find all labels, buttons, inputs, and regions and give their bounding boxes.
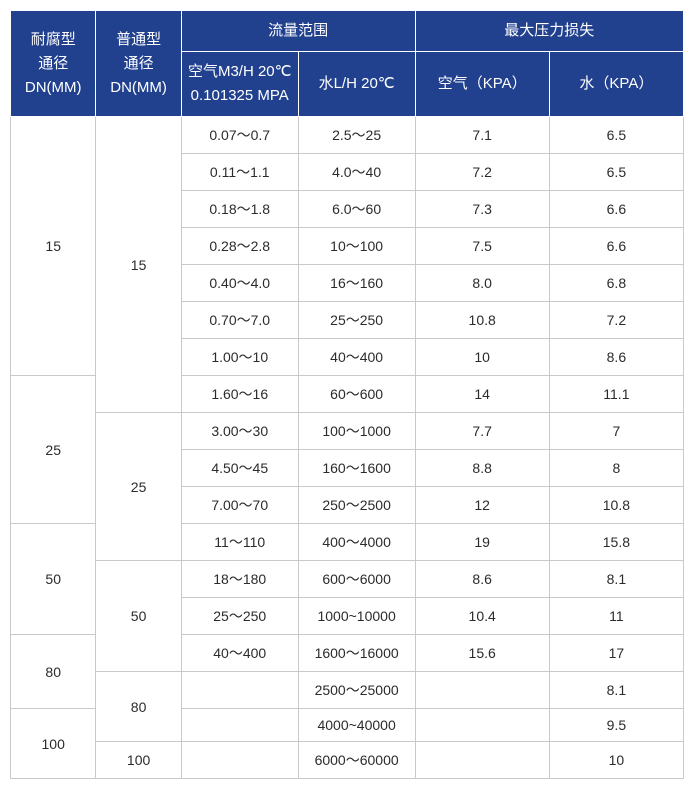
cell-air-m3h: 0.70～7.0 [181,302,298,339]
cell-water-lh: 6.0～60 [298,191,415,228]
cell-air-kpa: 8.8 [415,450,549,487]
cell-water-kpa: 8 [549,450,683,487]
cell-water-kpa: 8.6 [549,339,683,376]
cell-water-kpa: 6.5 [549,154,683,191]
cell-water-kpa: 15.8 [549,524,683,561]
cell-air-m3h: 0.40～4.0 [181,265,298,302]
cell-air-kpa: 7.5 [415,228,549,265]
cell-air-m3h: 0.07～0.7 [181,117,298,154]
cell-water-lh: 1600～16000 [298,635,415,672]
table-header: 耐腐型通径DN(MM) 普通型通径DN(MM) 流量范围 最大压力损失 空气M3… [11,11,684,117]
cell-air-kpa: 8.6 [415,561,549,598]
cell-normal-dn: 25 [96,413,181,561]
cell-air-kpa: 10.8 [415,302,549,339]
cell-air-kpa: 7.3 [415,191,549,228]
cell-water-kpa: 9.5 [549,709,683,742]
cell-air-m3h: 0.18～1.8 [181,191,298,228]
cell-air-m3h [181,742,298,779]
header-water-lh: 水L/H 20℃ [298,52,415,117]
cell-water-lh: 6000～60000 [298,742,415,779]
cell-water-kpa: 6.6 [549,228,683,265]
cell-water-kpa: 10.8 [549,487,683,524]
cell-water-kpa: 10 [549,742,683,779]
table-row: 253.00～30100～10007.77 [11,413,684,450]
cell-water-kpa: 6.6 [549,191,683,228]
cell-water-lh: 600～6000 [298,561,415,598]
cell-water-lh: 16～160 [298,265,415,302]
cell-air-kpa: 7.2 [415,154,549,191]
cell-air-m3h: 1.00～10 [181,339,298,376]
cell-air-kpa: 7.7 [415,413,549,450]
cell-water-lh: 400～4000 [298,524,415,561]
cell-corrosion-dn: 80 [11,635,96,709]
cell-air-m3h [181,709,298,742]
cell-air-kpa: 14 [415,376,549,413]
cell-water-lh: 25～250 [298,302,415,339]
cell-water-kpa: 6.8 [549,265,683,302]
spec-table: 耐腐型通径DN(MM) 普通型通径DN(MM) 流量范围 最大压力损失 空气M3… [10,10,684,779]
cell-air-m3h: 0.11～1.1 [181,154,298,191]
cell-water-lh: 1000~10000 [298,598,415,635]
header-flow-range: 流量范围 [181,11,415,52]
cell-air-kpa [415,742,549,779]
cell-normal-dn: 80 [96,672,181,742]
cell-water-kpa: 11.1 [549,376,683,413]
cell-air-kpa [415,709,549,742]
cell-air-kpa [415,672,549,709]
cell-air-kpa: 19 [415,524,549,561]
cell-air-m3h: 7.00～70 [181,487,298,524]
cell-air-m3h: 0.28～2.8 [181,228,298,265]
cell-normal-dn: 100 [96,742,181,779]
header-air-kpa: 空气（KPA） [415,52,549,117]
cell-air-kpa: 10 [415,339,549,376]
cell-corrosion-dn: 50 [11,524,96,635]
cell-water-lh: 100～1000 [298,413,415,450]
cell-air-m3h: 3.00～30 [181,413,298,450]
cell-air-kpa: 10.4 [415,598,549,635]
header-max-pressure-loss: 最大压力损失 [415,11,683,52]
cell-corrosion-dn: 25 [11,376,96,524]
cell-air-m3h: 18～180 [181,561,298,598]
cell-air-kpa: 8.0 [415,265,549,302]
cell-air-m3h: 25～250 [181,598,298,635]
cell-water-lh: 4000~40000 [298,709,415,742]
cell-water-kpa: 6.5 [549,117,683,154]
cell-water-kpa: 17 [549,635,683,672]
table-row: 802500～250008.1 [11,672,684,709]
cell-air-m3h: 11～110 [181,524,298,561]
header-water-kpa: 水（KPA） [549,52,683,117]
header-corrosion-dn: 耐腐型通径DN(MM) [11,11,96,117]
cell-normal-dn: 15 [96,117,181,413]
cell-air-m3h [181,672,298,709]
cell-normal-dn: 50 [96,561,181,672]
cell-water-lh: 160～1600 [298,450,415,487]
table-row: 5018～180600～60008.68.1 [11,561,684,598]
cell-air-m3h: 1.60～16 [181,376,298,413]
header-air-m3h: 空气M3/H 20℃ 0.101325 MPA [181,52,298,117]
cell-water-lh: 40～400 [298,339,415,376]
cell-corrosion-dn: 100 [11,709,96,779]
cell-water-lh: 4.0～40 [298,154,415,191]
cell-corrosion-dn: 15 [11,117,96,376]
cell-water-kpa: 7.2 [549,302,683,339]
table-row: 15150.07～0.72.5～257.16.5 [11,117,684,154]
table-body: 15150.07～0.72.5～257.16.50.11～1.14.0～407.… [11,117,684,779]
cell-water-lh: 250～2500 [298,487,415,524]
cell-air-m3h: 40～400 [181,635,298,672]
cell-water-kpa: 8.1 [549,672,683,709]
header-normal-dn: 普通型通径DN(MM) [96,11,181,117]
cell-air-kpa: 7.1 [415,117,549,154]
cell-air-kpa: 12 [415,487,549,524]
table-row: 100 6000～60000 10 [11,742,684,779]
cell-air-m3h: 4.50～45 [181,450,298,487]
cell-water-lh: 2.5～25 [298,117,415,154]
cell-water-lh: 10～100 [298,228,415,265]
cell-water-lh: 60～600 [298,376,415,413]
cell-water-kpa: 8.1 [549,561,683,598]
cell-water-kpa: 7 [549,413,683,450]
cell-water-kpa: 11 [549,598,683,635]
cell-air-kpa: 15.6 [415,635,549,672]
cell-water-lh: 2500～25000 [298,672,415,709]
